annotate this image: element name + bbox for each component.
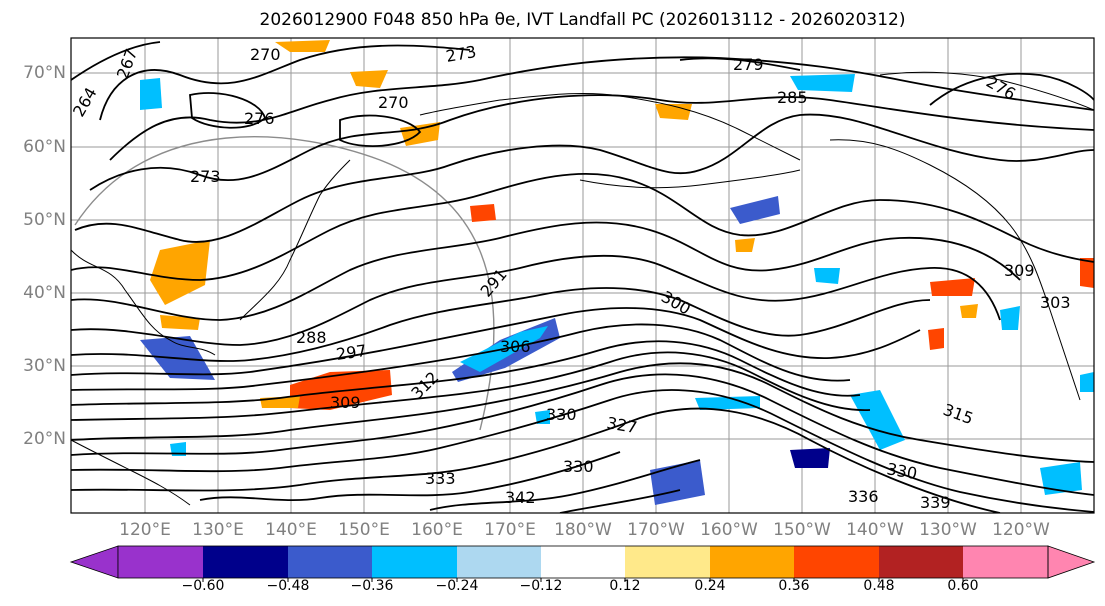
contour-label: 288 [296, 328, 327, 347]
colorbar-tick-label: −0.48 [266, 578, 310, 594]
lat-label: 50°N [23, 210, 66, 230]
lat-label: 60°N [23, 137, 66, 157]
colorbar-segment [710, 546, 794, 578]
colorbar-frame [117, 545, 1049, 579]
map-title: 2026012900 F048 850 hPa θe, IVT Landfall… [259, 10, 906, 30]
lon-label: 150°E [338, 520, 390, 540]
colorbar-segment [963, 546, 1048, 578]
contour-label: 336 [848, 487, 879, 506]
colorbar-tick-label: 0.60 [947, 578, 979, 594]
colorbar-tick-label: 0.48 [863, 578, 895, 594]
contour-label: 309 [330, 393, 361, 412]
contour-label: 309 [1004, 261, 1035, 280]
colorbar-segment [794, 546, 879, 578]
colorbar-segment [288, 546, 372, 578]
lon-label: 160°E [411, 520, 463, 540]
contour-label: 276 [244, 109, 275, 128]
lon-label: 170°E [484, 520, 536, 540]
contour-label: 306 [500, 337, 531, 356]
lon-label: 130°E [192, 520, 244, 540]
contour-label: 330 [546, 405, 577, 424]
contour-label: 273 [190, 167, 221, 186]
colorbar-extend-low [69, 545, 119, 579]
contour-label: 285 [777, 88, 808, 107]
colorbar-segment [118, 546, 203, 578]
contour-label: 333 [425, 469, 456, 488]
colorbar [69, 545, 1096, 582]
colorbar-segment [203, 546, 288, 578]
colorbar-segment [541, 546, 625, 578]
contour-label: 270 [378, 93, 409, 112]
colorbar-tick-label: −0.12 [519, 578, 563, 594]
lon-label: 150°W [773, 520, 831, 540]
theta-e-contours [71, 41, 1094, 513]
colorbar-tick-label: 0.24 [694, 578, 726, 594]
colorbar-tick-label: −0.36 [350, 578, 394, 594]
colorbar-segment [879, 546, 963, 578]
colorbar-segment [457, 546, 541, 578]
anomaly-shading [140, 40, 1094, 505]
contour-label: 339 [920, 493, 951, 512]
range-ring-arc [74, 136, 495, 431]
lon-label: 130°W [919, 520, 977, 540]
lon-label: 180°W [554, 520, 612, 540]
lat-label: 20°N [23, 429, 66, 449]
colorbar-segment [625, 546, 710, 578]
colorbar-segment [372, 546, 457, 578]
lat-label: 30°N [23, 356, 66, 376]
lon-label: 140°E [265, 520, 317, 540]
lon-label: 170°W [627, 520, 685, 540]
contour-label: 270 [250, 45, 281, 64]
colorbar-extend-high [1047, 545, 1096, 579]
lat-label: 70°N [23, 63, 66, 83]
colorbar-tick-label: 0.12 [609, 578, 641, 594]
contour-label: 330 [563, 457, 594, 476]
lon-label: 120°E [119, 520, 171, 540]
contour-label: 279 [733, 55, 764, 74]
lon-label: 120°W [992, 520, 1050, 540]
colorbar-tick-label: −0.60 [181, 578, 225, 594]
lat-label: 40°N [23, 283, 66, 303]
contour-label: 303 [1040, 293, 1071, 312]
lon-label: 140°W [846, 520, 904, 540]
colorbar-tick-label: 0.36 [778, 578, 810, 594]
contour-label: 297 [335, 341, 368, 364]
colorbar-tick-label: −0.24 [435, 578, 479, 594]
lon-label: 160°W [700, 520, 758, 540]
contour-label: 342 [505, 488, 536, 507]
plot-frame [70, 37, 1095, 514]
coastlines [71, 71, 1094, 506]
